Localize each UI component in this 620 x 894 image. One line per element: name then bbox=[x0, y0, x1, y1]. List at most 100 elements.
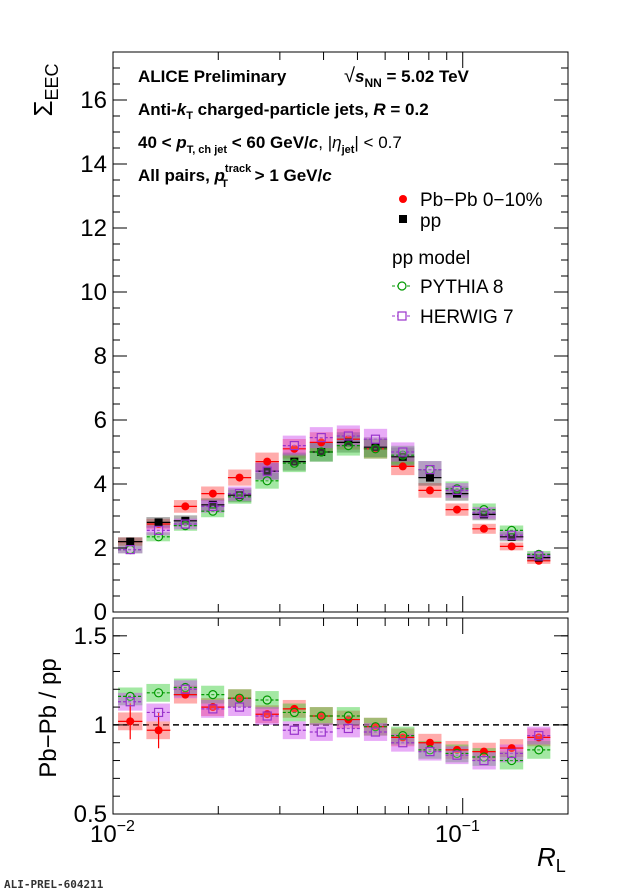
data-point bbox=[316, 727, 326, 737]
top-axes: 0 2 4 6 8 10 12 14 16 bbox=[80, 51, 569, 626]
data-point bbox=[208, 501, 218, 511]
annotation-line-4: All pairs, ptrack T > 1 GeV/c bbox=[138, 163, 332, 190]
data-point bbox=[234, 702, 245, 712]
data-point bbox=[479, 524, 488, 533]
y-tick-label: 4 bbox=[94, 471, 107, 498]
x-axis-label: RL bbox=[537, 842, 566, 876]
data-point bbox=[235, 473, 244, 482]
data-point bbox=[425, 473, 434, 482]
data-point bbox=[262, 695, 272, 705]
data-point bbox=[343, 711, 353, 721]
data-point bbox=[126, 537, 135, 546]
data-point bbox=[181, 690, 190, 699]
data-point bbox=[398, 452, 407, 461]
data-point bbox=[262, 711, 272, 721]
legend-label-pbpb: Pb−Pb 0−10% bbox=[420, 190, 543, 211]
data-point bbox=[370, 434, 381, 444]
bottom-panel-frame bbox=[112, 617, 569, 815]
data-point bbox=[316, 447, 326, 457]
data-point bbox=[181, 502, 190, 511]
legend-marker-herwig bbox=[397, 311, 407, 321]
y-tick-label: 6 bbox=[94, 407, 107, 434]
data-point bbox=[534, 745, 544, 755]
data-point bbox=[507, 744, 516, 753]
data-point bbox=[398, 447, 408, 457]
data-point bbox=[290, 457, 299, 466]
data-point bbox=[234, 489, 245, 499]
data-point bbox=[153, 525, 164, 536]
data-point bbox=[263, 457, 272, 466]
data-point bbox=[316, 433, 326, 443]
data-point bbox=[289, 725, 299, 735]
legend-marker-pythia bbox=[397, 281, 407, 291]
data-point bbox=[507, 748, 517, 759]
data-point bbox=[370, 727, 381, 737]
annotation-line-1: ALICE Preliminary bbox=[138, 67, 287, 86]
data-point bbox=[398, 738, 408, 748]
data-point bbox=[507, 755, 517, 766]
bottom-axes: 0.5 1 1.5 bbox=[74, 617, 569, 828]
data-point bbox=[507, 525, 517, 536]
data-point bbox=[126, 717, 135, 726]
top-panel-frame bbox=[112, 51, 569, 613]
data-point bbox=[208, 500, 217, 509]
legend-marker-pbpb bbox=[399, 195, 407, 203]
data-point bbox=[208, 704, 218, 714]
y-tick-label: 0.5 bbox=[74, 801, 107, 828]
data-point bbox=[208, 506, 218, 516]
data-point bbox=[290, 444, 299, 453]
legend-label-pythia: PYTHIA 8 bbox=[420, 277, 503, 298]
data-point bbox=[507, 532, 516, 541]
data-point bbox=[507, 530, 517, 540]
data-point bbox=[344, 438, 353, 447]
data-point bbox=[398, 730, 408, 741]
data-point bbox=[479, 510, 488, 519]
data-point bbox=[317, 438, 326, 447]
data-point bbox=[425, 738, 434, 747]
data-point bbox=[425, 486, 434, 495]
bottom-plot-area bbox=[113, 678, 568, 770]
data-point bbox=[153, 707, 164, 718]
data-point bbox=[507, 542, 516, 551]
y-tick-label: 8 bbox=[94, 343, 107, 370]
data-point bbox=[289, 458, 299, 468]
data-point bbox=[262, 466, 272, 476]
data-point bbox=[479, 508, 489, 518]
data-point bbox=[181, 516, 190, 525]
data-point bbox=[534, 551, 544, 561]
y-tick-label: 10 bbox=[80, 279, 107, 306]
data-point bbox=[343, 723, 353, 734]
svg-text:Pb−Pb / pp: Pb−Pb / pp bbox=[35, 658, 62, 777]
data-point bbox=[125, 697, 135, 707]
legend-marker-pp bbox=[399, 215, 407, 223]
annotation-block: ALICE Preliminary √sNN = 5.02 TeV Anti-k… bbox=[138, 65, 470, 190]
data-point bbox=[343, 431, 353, 441]
data-point bbox=[452, 485, 462, 495]
annotation-line-2: Anti-kT charged-particle jets, R = 0.2 bbox=[138, 100, 429, 122]
svg-text:ΣEEC: ΣEEC bbox=[28, 63, 62, 116]
data-point bbox=[479, 755, 489, 766]
data-point bbox=[289, 441, 299, 451]
data-point bbox=[452, 750, 462, 760]
x-tick-label-0: 10−2 bbox=[90, 818, 135, 848]
data-point bbox=[262, 476, 272, 486]
data-point bbox=[316, 711, 326, 721]
data-point bbox=[153, 688, 164, 698]
data-point bbox=[425, 465, 435, 475]
bottom-y-axis-label: Pb−Pb / pp bbox=[35, 658, 62, 777]
data-point bbox=[534, 730, 544, 741]
data-point bbox=[398, 462, 407, 471]
annotation-line-3: 40 < pT, ch jet < 60 GeV/c, |ηjet| < 0.7 bbox=[138, 133, 402, 156]
annotation-energy: √sNN = 5.02 TeV bbox=[344, 65, 470, 90]
data-point bbox=[208, 489, 217, 498]
data-point bbox=[371, 443, 380, 452]
data-point bbox=[154, 726, 163, 735]
footer-label: ALI-PREL-604211 bbox=[4, 878, 104, 891]
legend-label-pp: pp bbox=[420, 211, 441, 232]
top-y-axis-label: ΣEEC bbox=[28, 63, 62, 116]
legend-model-header: pp model bbox=[392, 248, 470, 269]
data-point bbox=[289, 707, 299, 718]
data-point bbox=[452, 505, 461, 514]
x-tick-label-1: 10−1 bbox=[435, 818, 480, 848]
data-point bbox=[343, 441, 353, 451]
